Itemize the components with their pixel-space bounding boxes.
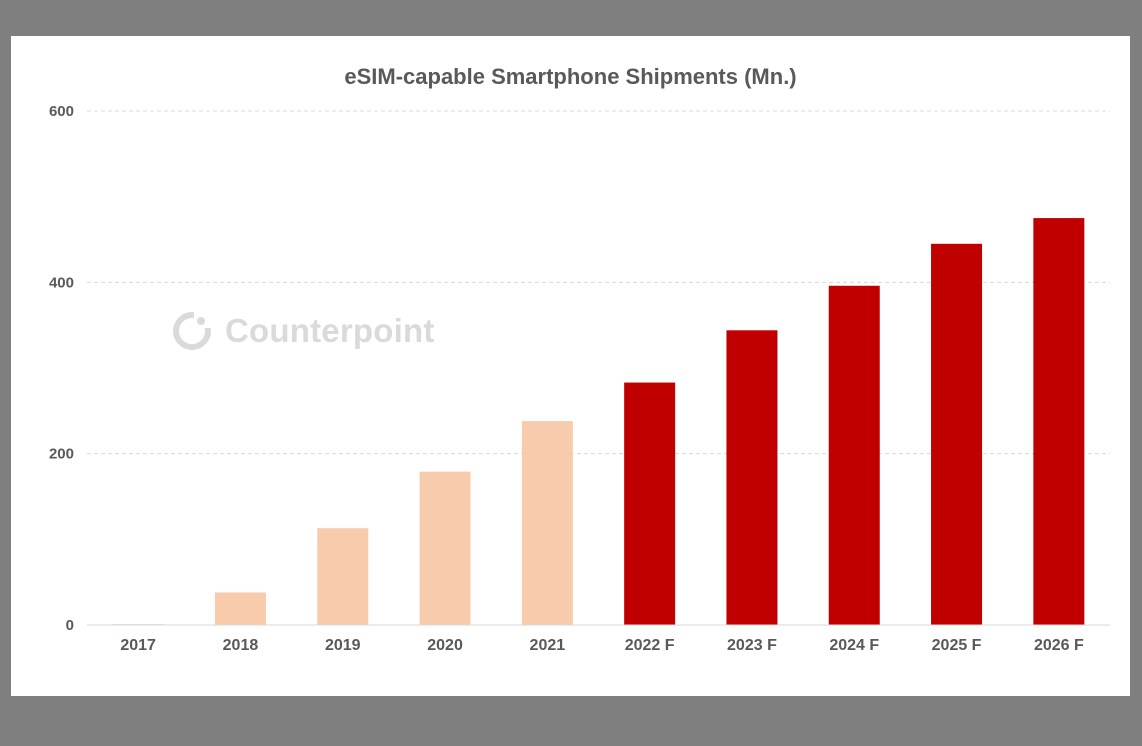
bar-2018	[214, 592, 266, 625]
x-tick-label: 2025 F	[932, 637, 982, 654]
bar-2026-f	[1033, 218, 1085, 626]
x-tick-label: 2026 F	[1034, 637, 1084, 654]
x-tick-label: 2020	[427, 637, 463, 654]
y-tick-label: 0	[66, 617, 74, 634]
x-axis-ticks: 2017 2018 2019 2020 2021 2022 F 2023 F 2024 F 20…	[120, 637, 1084, 654]
counterpoint-watermark: Counterpoint	[171, 310, 435, 352]
counterpoint-logo-icon	[173, 310, 213, 350]
bar-2023-f	[726, 330, 778, 625]
x-tick-label: 2018	[223, 637, 259, 654]
x-tick-label: 2024 F	[829, 637, 879, 654]
y-tick-label: 200	[49, 446, 74, 463]
x-tick-label: 2021	[530, 637, 566, 654]
bars	[112, 218, 1085, 626]
y-tick-label: 600	[49, 103, 74, 120]
bar-2025-f	[931, 243, 983, 626]
bar-chart: 0 200 400 600 2017 2018 2019 2020 2021 2022 F 202…	[49, 103, 1110, 654]
y-axis-ticks: 0 200 400 600	[49, 103, 74, 634]
x-tick-label: 2017	[120, 637, 156, 654]
chart-title: eSIM-capable Smartphone Shipments (Mn.)	[344, 64, 797, 89]
bar-2019	[317, 528, 369, 625]
x-tick-label: 2022 F	[625, 637, 675, 654]
x-tick-label: 2019	[325, 637, 361, 654]
grid-lines	[87, 110, 1110, 455]
y-tick-label: 400	[49, 274, 74, 291]
bar-2021	[521, 421, 573, 625]
bar-2022-f	[624, 382, 676, 625]
x-tick-label: 2023 F	[727, 637, 777, 654]
watermark-text: Counterpoint	[225, 312, 435, 349]
bar-2020	[419, 471, 471, 625]
bar-2024-f	[828, 285, 880, 625]
chart-panel: eSIM-capable Smartphone Shipments (Mn.) …	[11, 36, 1130, 696]
